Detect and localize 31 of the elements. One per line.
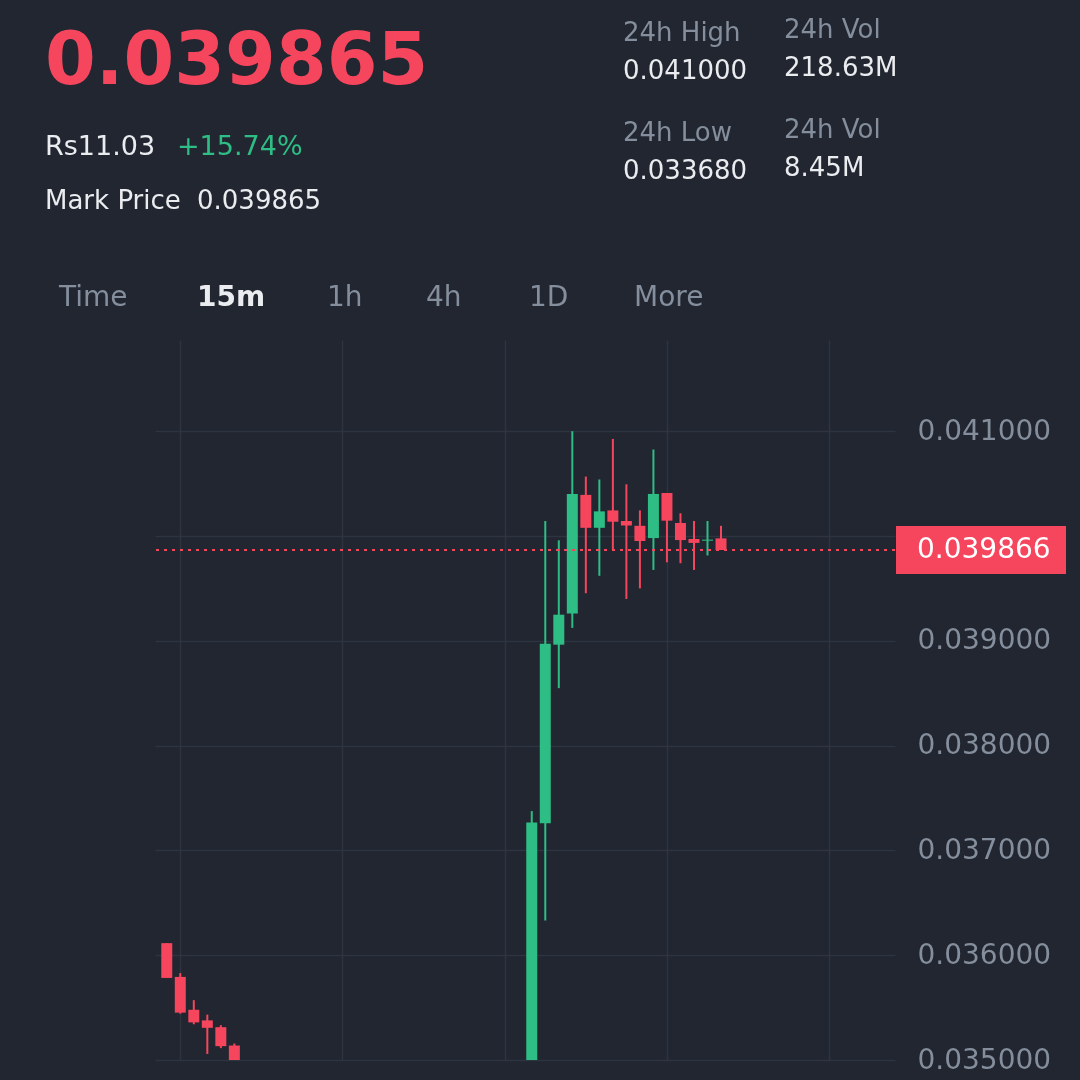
y-tick-label: 0.036000 xyxy=(917,937,1052,971)
text: Time xyxy=(58,280,128,313)
chart-title: 0.039865 xyxy=(197,185,322,215)
text: 0.039865 xyxy=(45,16,429,101)
y-tick-label: 0.035000 xyxy=(917,1042,1052,1076)
candlestick xyxy=(702,520,713,557)
text: 218.63M xyxy=(784,52,898,82)
candlestick xyxy=(188,999,200,1026)
text: 1D xyxy=(529,280,569,313)
candlestick xyxy=(201,1013,213,1055)
text: Mark Price xyxy=(45,185,181,215)
text: 1h xyxy=(327,280,363,313)
text: 0.041000 xyxy=(623,55,748,85)
text: More xyxy=(634,280,704,313)
text: 24h High xyxy=(623,17,741,47)
y-tick-label: 0.041000 xyxy=(917,413,1052,447)
ref-line-label: 0.039866 xyxy=(917,532,1051,566)
text: 4h xyxy=(426,280,462,313)
text: +15.74% xyxy=(177,130,303,161)
y-tick-label: 0.039000 xyxy=(917,623,1052,657)
y-tick-label: 0.037000 xyxy=(917,832,1052,866)
text: 24h Vol xyxy=(784,114,881,144)
text: 24h Vol xyxy=(784,14,881,44)
text: 24h Low xyxy=(623,117,733,147)
text: 8.45M xyxy=(784,152,865,182)
text: 15m xyxy=(197,280,266,313)
candlestick xyxy=(593,478,605,577)
text: 0.033680 xyxy=(623,155,748,185)
text: Rs11.03 xyxy=(45,130,156,161)
y-tick-label: 0.038000 xyxy=(917,728,1052,762)
candlestick xyxy=(215,1024,227,1050)
